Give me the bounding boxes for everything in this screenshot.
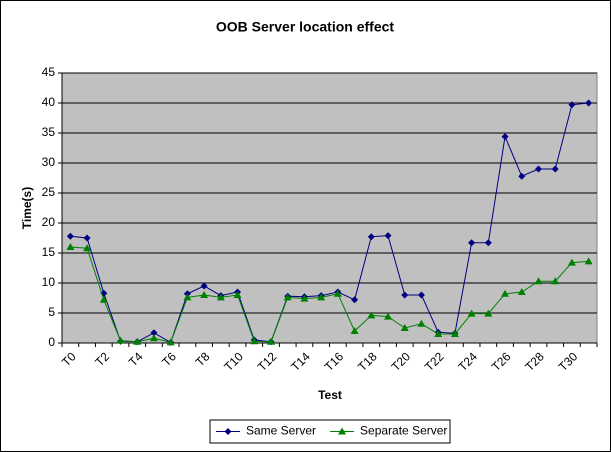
point <box>534 165 542 173</box>
point <box>417 319 426 327</box>
point <box>200 282 208 290</box>
point <box>333 289 342 297</box>
point <box>150 329 158 337</box>
y-tick-label: 40 <box>42 95 56 109</box>
point <box>116 336 125 344</box>
point <box>133 337 142 345</box>
point <box>66 243 75 250</box>
point <box>224 428 232 435</box>
y-tick-label: 45 <box>42 65 56 79</box>
point <box>384 312 393 320</box>
chart-title: OOB Server location effect <box>216 19 395 35</box>
point <box>350 327 359 334</box>
point <box>450 330 459 337</box>
point <box>300 294 309 302</box>
point <box>501 133 509 141</box>
point <box>283 293 292 301</box>
point <box>99 295 108 303</box>
point <box>384 232 392 240</box>
y-tick-label: 35 <box>42 125 56 139</box>
legend-label: Separate Server <box>360 424 447 438</box>
point <box>338 427 347 435</box>
point <box>250 337 259 345</box>
point <box>317 293 326 301</box>
point <box>551 277 560 285</box>
point <box>484 309 493 317</box>
point <box>367 233 375 241</box>
point <box>83 244 92 252</box>
point <box>568 101 576 109</box>
point <box>400 324 409 331</box>
x-axis-label: Test <box>318 388 342 402</box>
y-tick-label: 5 <box>48 305 55 319</box>
point <box>183 293 192 301</box>
point <box>467 309 476 317</box>
y-axis-label: Time(s) <box>20 187 34 229</box>
point <box>551 165 559 173</box>
y-tick-label: 30 <box>42 155 56 169</box>
y-tick-label: 25 <box>42 185 56 199</box>
point <box>434 330 443 337</box>
point <box>200 291 209 298</box>
point <box>468 239 476 247</box>
point <box>149 334 158 342</box>
point <box>584 257 593 265</box>
point <box>401 291 409 299</box>
y-tick-label: 15 <box>42 245 56 259</box>
series-line <box>70 246 589 343</box>
point <box>166 338 175 346</box>
point <box>518 172 526 180</box>
plot-area <box>61 72 598 344</box>
point <box>266 337 275 345</box>
point <box>501 289 510 297</box>
point <box>567 258 576 266</box>
point <box>83 234 91 242</box>
y-tick-label: 0 <box>48 335 55 349</box>
point <box>417 291 425 299</box>
point <box>216 293 225 301</box>
point <box>233 291 242 298</box>
y-tick-label: 10 <box>42 275 56 289</box>
point <box>484 239 492 247</box>
point <box>66 232 74 240</box>
point <box>351 296 359 304</box>
legend-box <box>209 419 451 444</box>
series-line <box>70 102 589 344</box>
point <box>534 277 543 285</box>
y-tick-label: 20 <box>42 215 56 229</box>
legend-label: Same Server <box>246 424 316 438</box>
point <box>367 311 376 319</box>
point <box>585 99 593 107</box>
point <box>517 288 526 295</box>
